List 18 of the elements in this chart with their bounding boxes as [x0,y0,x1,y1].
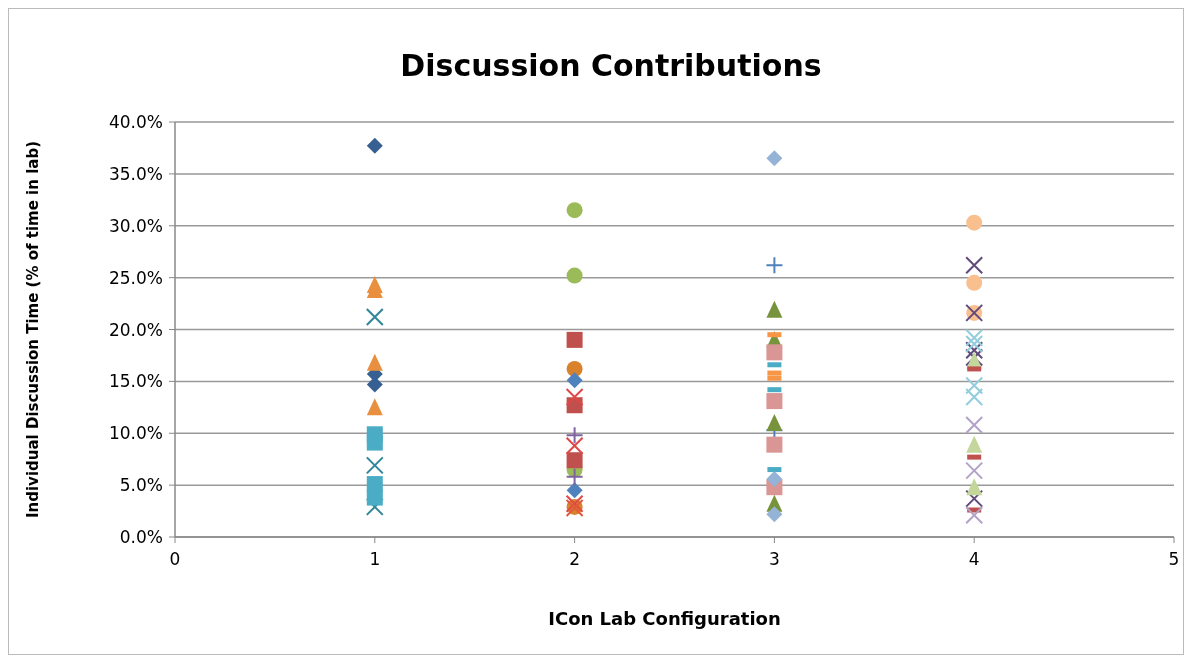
y-tick-label: 5.0% [119,475,163,496]
y-tick-label: 25.0% [108,267,163,288]
x-tick-label: 0 [169,549,181,569]
x-tick-label: 2 [569,549,581,569]
y-axis-title: Individual Discussion Time (% of time in lab) [24,140,42,519]
x-axis-title: ICon Lab Configuration [548,608,781,629]
y-tick-label: 0.0% [119,527,163,547]
y-tick-label: 35.0% [108,163,163,184]
y-tick-label: 15.0% [108,371,163,392]
x-tick-label: 4 [968,549,980,569]
x-tick-label: 1 [369,549,381,569]
x-tick-label: 5 [1168,549,1180,569]
chart-title: Discussion Contributions [400,48,822,83]
y-tick-label: 20.0% [108,319,163,340]
y-tick-label: 40.0% [108,112,163,132]
x-tick-label: 3 [768,549,780,569]
y-tick-label: 30.0% [108,215,163,236]
y-tick-label: 10.0% [108,423,163,444]
